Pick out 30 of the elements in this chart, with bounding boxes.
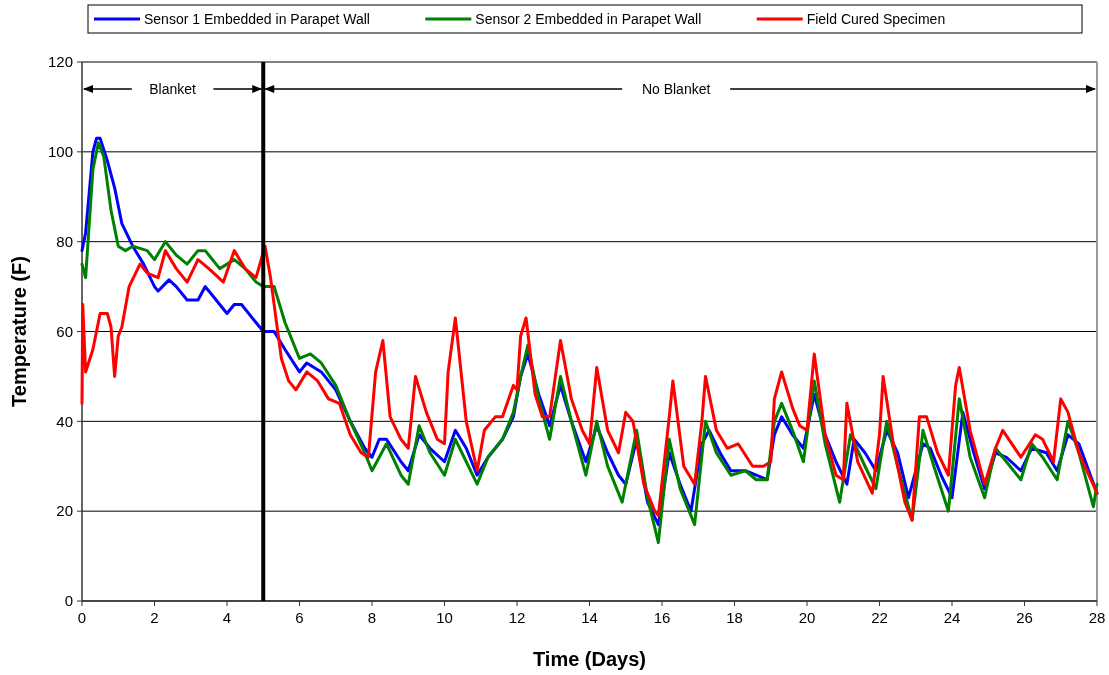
x-tick-label: 18 — [726, 609, 743, 626]
y-tick-label: 0 — [64, 592, 73, 610]
x-tick-label: 22 — [871, 609, 888, 626]
x-tick-label: 14 — [581, 609, 598, 626]
x-tick-label: 28 — [1088, 609, 1106, 626]
y-tick-label: 100 — [47, 143, 73, 161]
y-tick-label: 40 — [56, 412, 73, 430]
x-tick-label: 24 — [943, 609, 961, 626]
x-axis-title: Time (Days) — [532, 648, 647, 670]
y-tick-label: 120 — [47, 53, 73, 71]
x-tick-label: 8 — [367, 609, 377, 626]
x-tick-label: 26 — [1016, 609, 1033, 626]
legend-label: Sensor 2 Embedded in Parapet Wall — [475, 10, 702, 27]
legend-label: Sensor 1 Embedded in Parapet Wall — [144, 10, 370, 27]
x-tick-label: 6 — [295, 609, 304, 626]
x-tick-label: 10 — [436, 609, 453, 626]
y-tick-label: 20 — [56, 502, 73, 520]
y-axis-title: Temperature (F) — [8, 256, 30, 407]
line-series — [80, 244, 1099, 522]
x-tick-label: 12 — [508, 609, 526, 626]
y-tick-label: 80 — [56, 232, 73, 250]
x-tick-label: 2 — [150, 609, 159, 626]
x-tick-label: 16 — [653, 609, 671, 626]
annotation: Blanket — [149, 80, 197, 97]
x-tick-label: 4 — [222, 609, 232, 626]
legend-label: Field Cured Specimen — [806, 10, 946, 27]
y-tick-label: 60 — [56, 322, 73, 340]
annotation: No Blanket — [641, 80, 711, 97]
x-tick-label: 0 — [77, 609, 87, 626]
x-tick-label: 20 — [798, 609, 816, 626]
